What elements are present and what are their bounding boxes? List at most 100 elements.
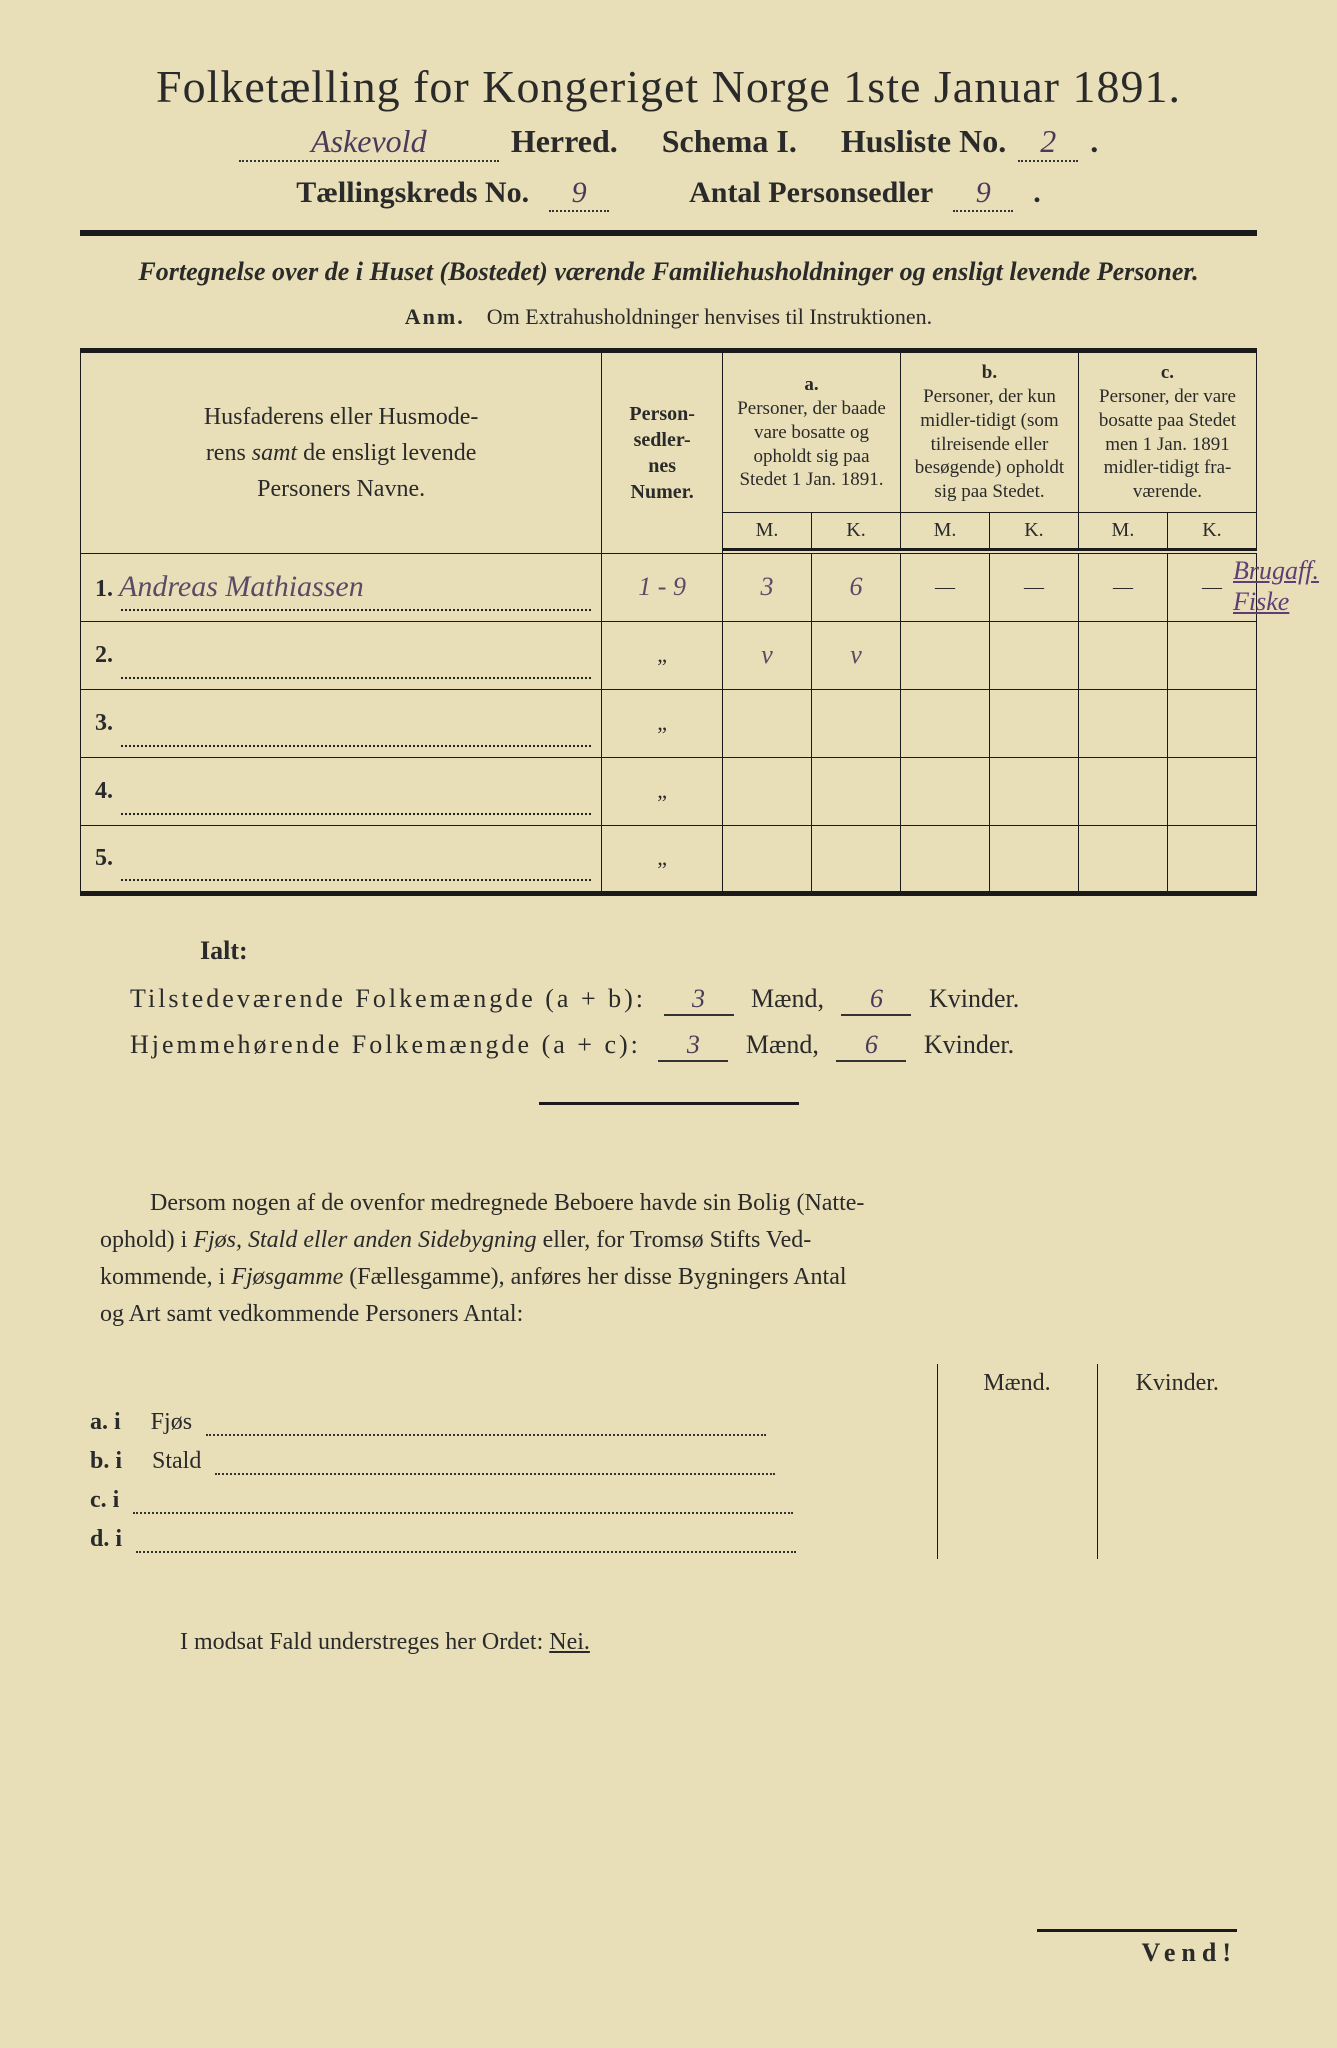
margin-note: Brugaff. Fiske: [1233, 555, 1337, 617]
col-c-head: c. Personer, der vare bosatte paa Stedet…: [1078, 351, 1256, 513]
sum2-m: 3: [658, 1030, 728, 1062]
bottom-row-b: b. i Stald: [80, 1442, 937, 1481]
data-cell: v: [812, 621, 901, 689]
kreds-value: 9: [549, 176, 609, 212]
data-cell: [1167, 621, 1256, 689]
ialt-label: Ialt:: [200, 936, 1257, 966]
data-cell: [989, 757, 1078, 825]
data-cell: [812, 825, 901, 893]
sum-line-1: Tilstedeværende Folkemængde (a + b): 3 M…: [130, 984, 1257, 1016]
data-cell: „: [602, 689, 723, 757]
nei-word: Nei.: [549, 1629, 590, 1655]
page-title: Folketælling for Kongeriget Norge 1ste J…: [80, 60, 1257, 113]
name-cell: 2.: [81, 621, 602, 689]
sum2-k: 6: [836, 1030, 906, 1062]
main-table: Husfaderens eller Husmode-rens samt de e…: [80, 348, 1257, 896]
bottom-table: Mænd. Kvinder. a. i Fjøs b. i Stald c. i: [80, 1364, 1257, 1559]
vend-label: Vend!: [1037, 1929, 1237, 1968]
husliste-value: 2: [1018, 123, 1078, 162]
row-number: 4.: [95, 778, 113, 804]
sum2-mlabel: Mænd,: [746, 1030, 819, 1059]
table-row: 1. Andreas Mathiassen1 - 936————: [81, 553, 1257, 621]
bottom-row-c: c. i: [80, 1481, 937, 1520]
sum1-m: 3: [664, 984, 734, 1016]
data-cell: „: [602, 757, 723, 825]
data-cell: [989, 621, 1078, 689]
data-cell: [900, 757, 989, 825]
nei-line: I modsat Fald understreges her Ordet: Ne…: [180, 1629, 1257, 1656]
data-cell: [1078, 689, 1167, 757]
anm-label: Anm.: [405, 304, 465, 329]
table-row: 4. „: [81, 757, 1257, 825]
col-b-head: b. Personer, der kun midler-tidigt (som …: [900, 351, 1078, 513]
sum1-klabel: Kvinder.: [929, 984, 1019, 1013]
data-cell: [1167, 689, 1256, 757]
census-form-page: Folketælling for Kongeriget Norge 1ste J…: [0, 0, 1337, 2048]
data-cell: [723, 757, 812, 825]
rule-1: [80, 230, 1257, 236]
data-cell: [1078, 621, 1167, 689]
name-cell: 4.: [81, 757, 602, 825]
data-cell: [989, 689, 1078, 757]
data-cell: [1078, 825, 1167, 893]
bottom-row-d: d. i: [80, 1520, 937, 1559]
sum2-label: Hjemmehørende Folkemængde (a + c):: [130, 1030, 641, 1059]
row-number: 1.: [95, 576, 119, 602]
name-cell: 1. Andreas Mathiassen: [81, 553, 602, 621]
anm-line: Anm. Om Extrahusholdninger henvises til …: [80, 304, 1257, 330]
sum-line-2: Hjemmehørende Folkemængde (a + c): 3 Mæn…: [130, 1030, 1257, 1062]
fortegnelse-heading: Fortegnelse over de i Huset (Bostedet) v…: [120, 254, 1217, 290]
data-cell: [812, 757, 901, 825]
bottom-paragraph: Dersom nogen af de ovenfor medregnede Be…: [100, 1185, 1237, 1334]
col-a-head: a. Personer, der baade vare bosatte og o…: [723, 351, 901, 513]
data-cell: [1167, 757, 1256, 825]
dot: .: [1090, 123, 1098, 160]
rule-mid: [539, 1102, 799, 1105]
col-names-head: Husfaderens eller Husmode-rens samt de e…: [81, 351, 602, 554]
dot: .: [1033, 176, 1041, 210]
table-row: 2. „vv: [81, 621, 1257, 689]
anm-text: Om Extrahusholdninger henvises til Instr…: [487, 304, 932, 329]
margin-note-2: Fiske: [1233, 587, 1289, 616]
table-row: 3. „: [81, 689, 1257, 757]
bottom-kvinder: Kvinder.: [1097, 1364, 1257, 1403]
name-cell: 5.: [81, 825, 602, 893]
data-cell: —: [1078, 553, 1167, 621]
data-cell: [1167, 825, 1256, 893]
husliste-label: Husliste No.: [841, 123, 1006, 160]
data-cell: —: [900, 553, 989, 621]
data-cell: 3: [723, 553, 812, 621]
data-cell: [900, 621, 989, 689]
schema-label: Schema I.: [662, 123, 797, 160]
margin-note-1: Brugaff.: [1233, 556, 1319, 585]
b-k-label: K.: [989, 512, 1078, 549]
a-m-label: M.: [723, 512, 812, 549]
data-cell: —: [989, 553, 1078, 621]
data-cell: v: [723, 621, 812, 689]
bottom-row-a: a. i Fjøs: [80, 1403, 937, 1442]
sum2-klabel: Kvinder.: [924, 1030, 1014, 1059]
sum1-label: Tilstedeværende Folkemængde (a + b):: [130, 984, 646, 1013]
sum1-k: 6: [841, 984, 911, 1016]
data-cell: 6: [812, 553, 901, 621]
row-number: 2.: [95, 642, 113, 668]
antal-label: Antal Personsedler: [689, 176, 933, 210]
data-cell: [723, 825, 812, 893]
table-row: 5. „: [81, 825, 1257, 893]
data-cell: 1 - 9: [602, 553, 723, 621]
bottom-maend: Mænd.: [937, 1364, 1097, 1403]
row-number: 5.: [95, 845, 113, 871]
row-number: 3.: [95, 710, 113, 736]
data-cell: „: [602, 825, 723, 893]
sum1-mlabel: Mænd,: [751, 984, 824, 1013]
name-cell: 3.: [81, 689, 602, 757]
col-nummer-head: Person-sedler-nesNumer.: [602, 351, 723, 554]
kreds-label: Tællingskreds No.: [296, 176, 529, 210]
antal-value: 9: [953, 176, 1013, 212]
c-k-label: K.: [1167, 512, 1256, 549]
row-name: Andreas Mathiassen: [119, 570, 364, 603]
herred-value: Askevold: [239, 123, 499, 162]
header-row-2: Tællingskreds No. 9 Antal Personsedler 9…: [80, 176, 1257, 212]
c-m-label: M.: [1078, 512, 1167, 549]
data-cell: [989, 825, 1078, 893]
